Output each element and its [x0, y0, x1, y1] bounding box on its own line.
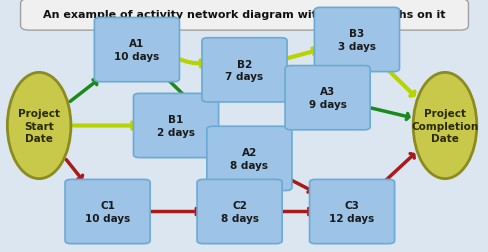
Text: A2
8 days: A2 8 days [230, 148, 268, 170]
FancyBboxPatch shape [197, 180, 282, 244]
Text: Project
Start
Date: Project Start Date [18, 109, 60, 143]
Text: An example of activity network diagram with several paths on it: An example of activity network diagram w… [43, 10, 445, 20]
FancyBboxPatch shape [20, 0, 468, 31]
Text: B3
3 days: B3 3 days [337, 29, 375, 51]
FancyBboxPatch shape [202, 39, 286, 103]
FancyBboxPatch shape [94, 18, 179, 82]
Ellipse shape [7, 73, 71, 179]
Text: B2
7 days: B2 7 days [225, 59, 263, 82]
Text: C3
12 days: C3 12 days [329, 201, 374, 223]
Text: Project
Completion
Date: Project Completion Date [410, 109, 478, 143]
FancyBboxPatch shape [285, 66, 369, 130]
FancyBboxPatch shape [314, 8, 399, 72]
FancyBboxPatch shape [206, 127, 291, 191]
FancyBboxPatch shape [65, 180, 150, 244]
Text: A3
9 days: A3 9 days [308, 87, 346, 109]
FancyBboxPatch shape [133, 94, 218, 158]
Ellipse shape [412, 73, 476, 179]
Text: C1
10 days: C1 10 days [85, 201, 130, 223]
Text: C2
8 days: C2 8 days [220, 201, 258, 223]
Text: B1
2 days: B1 2 days [157, 115, 195, 137]
Text: A1
10 days: A1 10 days [114, 39, 159, 61]
FancyBboxPatch shape [309, 180, 394, 244]
